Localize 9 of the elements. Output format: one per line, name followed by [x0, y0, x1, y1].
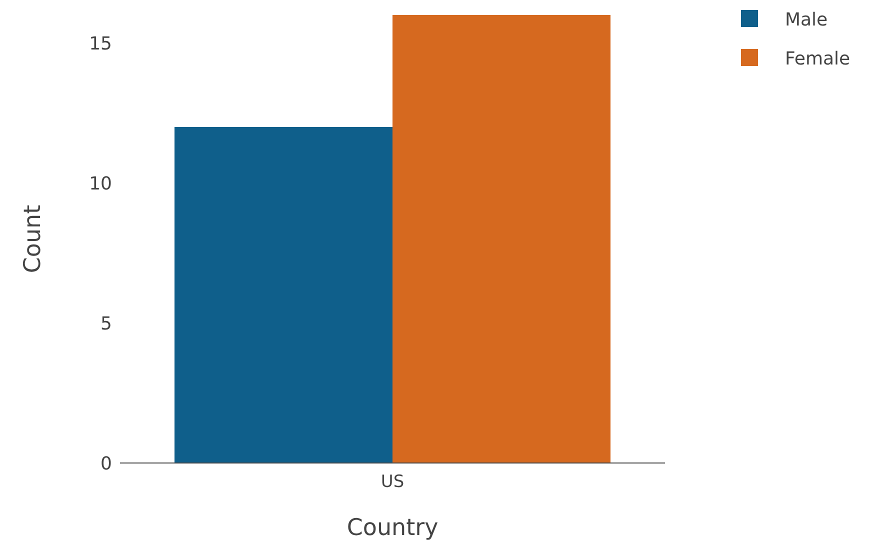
y-tick-label: 15 [89, 33, 112, 54]
y-tick-label: 5 [100, 313, 112, 334]
y-tick-label: 10 [89, 173, 112, 194]
y-axis-title: Count [20, 204, 46, 274]
x-tick-label: US [380, 472, 404, 492]
legend-label: Male [785, 9, 828, 30]
legend-label: Female [785, 48, 850, 70]
x-axis-title: Country [346, 515, 438, 541]
y-tick-label: 0 [100, 453, 112, 474]
